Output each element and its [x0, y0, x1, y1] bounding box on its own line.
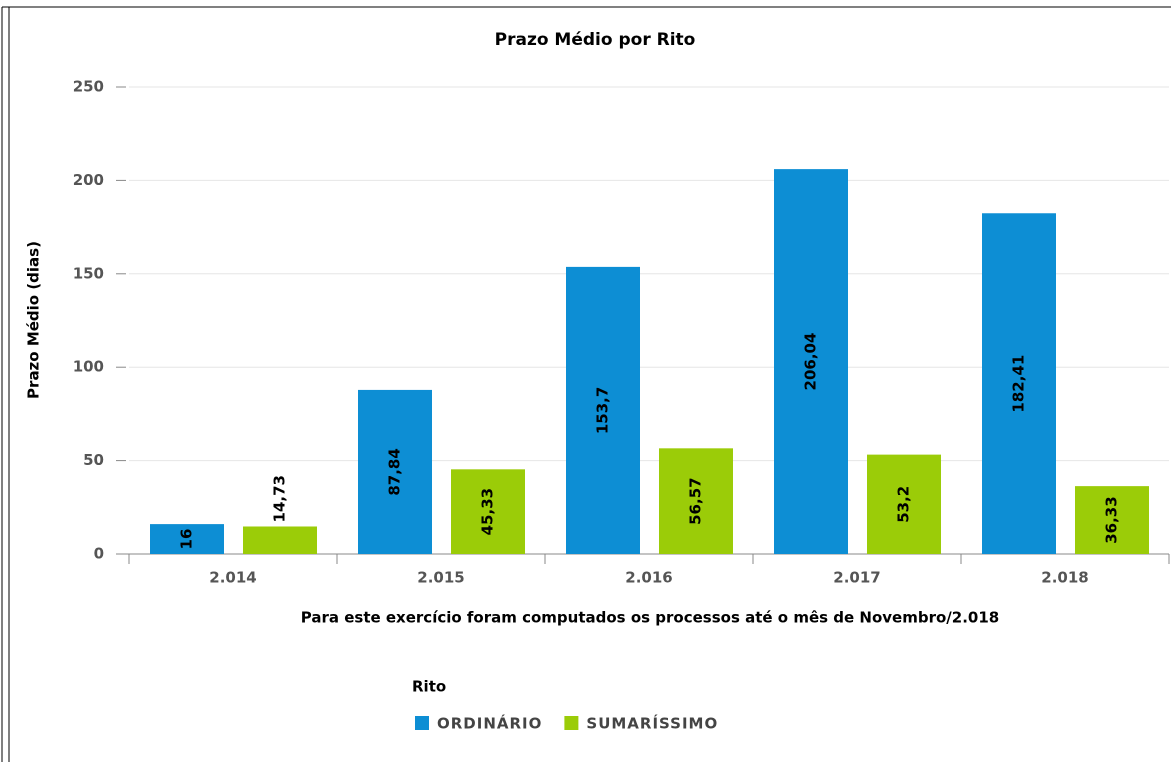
bar [243, 526, 317, 554]
x-tick-label: 2.018 [1041, 569, 1088, 587]
y-tick-label: 150 [73, 264, 104, 282]
bar [358, 389, 432, 554]
x-axis-label: Para este exercício foram computados os … [301, 609, 999, 627]
x-tick-label: 2.014 [209, 569, 256, 587]
data-label: 14,73 [271, 475, 289, 522]
legend-swatch [415, 716, 429, 730]
x-tick-label: 2.015 [417, 569, 464, 587]
y-tick-label: 100 [73, 358, 104, 376]
legend-label: SUMARÍSSIMO [586, 714, 718, 733]
data-label: 56,57 [687, 477, 705, 524]
bar [659, 448, 733, 554]
x-tick-label: 2.017 [833, 569, 880, 587]
legend-swatch [564, 716, 579, 730]
data-label: 45,33 [479, 488, 497, 535]
x-tick-label: 2.016 [625, 569, 672, 587]
chart-title: Prazo Médio por Rito [495, 30, 696, 50]
y-tick-label: 200 [73, 171, 104, 189]
data-label: 153,7 [594, 387, 612, 434]
bar [867, 454, 941, 554]
bar [982, 213, 1056, 554]
legend-title: Rito [412, 678, 446, 696]
data-label: 87,84 [386, 448, 404, 495]
y-axis-label: Prazo Médio (dias) [25, 241, 43, 399]
bar [150, 524, 224, 554]
data-label: 182,41 [1010, 355, 1028, 413]
data-label: 16 [178, 529, 196, 550]
y-tick-label: 250 [73, 78, 104, 96]
bar [451, 469, 525, 554]
data-label: 53,2 [895, 486, 913, 523]
data-label: 206,04 [802, 333, 820, 391]
legend-label: ORDINÁRIO [437, 714, 542, 733]
bar [566, 266, 640, 554]
y-tick-label: 0 [94, 545, 104, 563]
bar [1075, 486, 1149, 554]
bar [774, 169, 848, 554]
data-label: 36,33 [1103, 496, 1121, 543]
y-tick-label: 50 [83, 451, 104, 469]
